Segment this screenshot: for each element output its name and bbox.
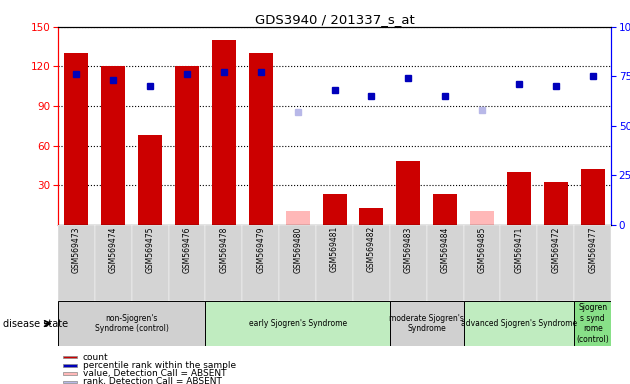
Bar <box>396 161 420 225</box>
Bar <box>279 225 316 301</box>
Bar <box>169 225 205 301</box>
Bar <box>64 53 88 225</box>
Text: Sjogren
s synd
rome
(control): Sjogren s synd rome (control) <box>576 303 609 344</box>
Text: GSM569481: GSM569481 <box>330 226 339 272</box>
Bar <box>323 194 346 225</box>
Text: GSM569482: GSM569482 <box>367 226 376 272</box>
Text: percentile rank within the sample: percentile rank within the sample <box>83 361 236 370</box>
Text: GSM569476: GSM569476 <box>183 226 192 273</box>
Bar <box>574 225 611 301</box>
Bar <box>433 194 457 225</box>
Text: non-Sjogren's
Syndrome (control): non-Sjogren's Syndrome (control) <box>94 314 169 333</box>
Text: moderate Sjogren's
Syndrome: moderate Sjogren's Syndrome <box>389 314 464 333</box>
Bar <box>360 207 384 225</box>
Bar <box>64 356 77 358</box>
Text: GSM569475: GSM569475 <box>146 226 154 273</box>
Bar <box>581 169 605 225</box>
Bar <box>132 225 169 301</box>
Text: GSM569473: GSM569473 <box>72 226 81 273</box>
Text: GSM569478: GSM569478 <box>219 226 229 273</box>
Bar <box>101 66 125 225</box>
Bar <box>507 172 531 225</box>
Text: GSM569480: GSM569480 <box>293 226 302 273</box>
Bar <box>138 135 162 225</box>
Bar <box>212 40 236 225</box>
Text: GSM569474: GSM569474 <box>109 226 118 273</box>
Text: advanced Sjogren's Syndrome: advanced Sjogren's Syndrome <box>461 319 577 328</box>
Bar <box>464 225 500 301</box>
Bar <box>64 381 77 383</box>
Text: rank, Detection Call = ABSENT: rank, Detection Call = ABSENT <box>83 377 222 384</box>
Text: GSM569479: GSM569479 <box>256 226 265 273</box>
Bar <box>390 225 427 301</box>
Text: count: count <box>83 353 108 362</box>
Bar <box>95 225 132 301</box>
Text: value, Detection Call = ABSENT: value, Detection Call = ABSENT <box>83 369 226 378</box>
Text: GSM569477: GSM569477 <box>588 226 597 273</box>
Bar <box>243 225 279 301</box>
Bar <box>470 212 494 225</box>
Bar <box>64 372 77 375</box>
Bar <box>544 182 568 225</box>
Title: GDS3940 / 201337_s_at: GDS3940 / 201337_s_at <box>255 13 415 26</box>
Text: GSM569472: GSM569472 <box>551 226 560 273</box>
Bar <box>58 225 95 301</box>
Bar <box>205 225 243 301</box>
Text: GSM569471: GSM569471 <box>515 226 524 273</box>
Bar <box>285 212 309 225</box>
Text: GSM569483: GSM569483 <box>404 226 413 273</box>
Text: early Sjogren's Syndrome: early Sjogren's Syndrome <box>249 319 347 328</box>
Bar <box>175 66 199 225</box>
Bar <box>316 225 353 301</box>
Bar <box>537 225 574 301</box>
FancyBboxPatch shape <box>390 301 464 346</box>
Text: GSM569484: GSM569484 <box>440 226 450 273</box>
Bar <box>500 225 537 301</box>
FancyBboxPatch shape <box>574 301 611 346</box>
Text: disease state: disease state <box>3 318 68 329</box>
Text: GSM569485: GSM569485 <box>478 226 486 273</box>
FancyBboxPatch shape <box>464 301 574 346</box>
Bar <box>427 225 464 301</box>
Bar <box>64 364 77 367</box>
FancyBboxPatch shape <box>58 301 205 346</box>
Bar <box>249 53 273 225</box>
Bar <box>353 225 390 301</box>
FancyBboxPatch shape <box>205 301 390 346</box>
